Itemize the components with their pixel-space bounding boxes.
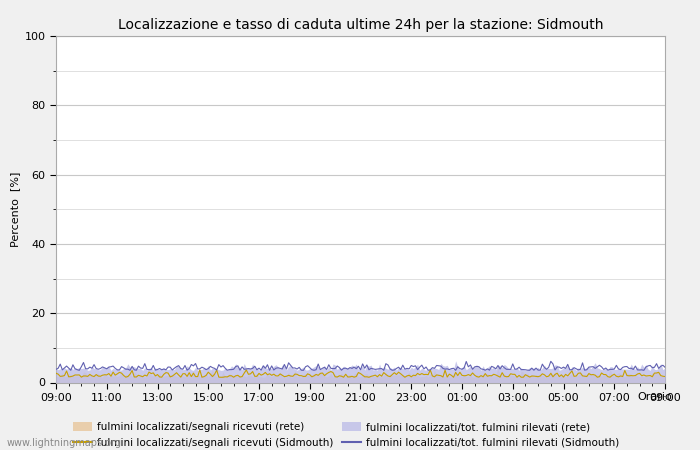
Legend: fulmini localizzati/segnali ricevuti (rete), fulmini localizzati/segnali ricevut: fulmini localizzati/segnali ricevuti (re… bbox=[74, 423, 620, 448]
Text: www.lightningmaps.org: www.lightningmaps.org bbox=[7, 438, 122, 448]
Title: Localizzazione e tasso di caduta ultime 24h per la stazione: Sidmouth: Localizzazione e tasso di caduta ultime … bbox=[118, 18, 603, 32]
Y-axis label: Percento  [%]: Percento [%] bbox=[10, 171, 20, 247]
Text: Orario: Orario bbox=[637, 392, 672, 401]
